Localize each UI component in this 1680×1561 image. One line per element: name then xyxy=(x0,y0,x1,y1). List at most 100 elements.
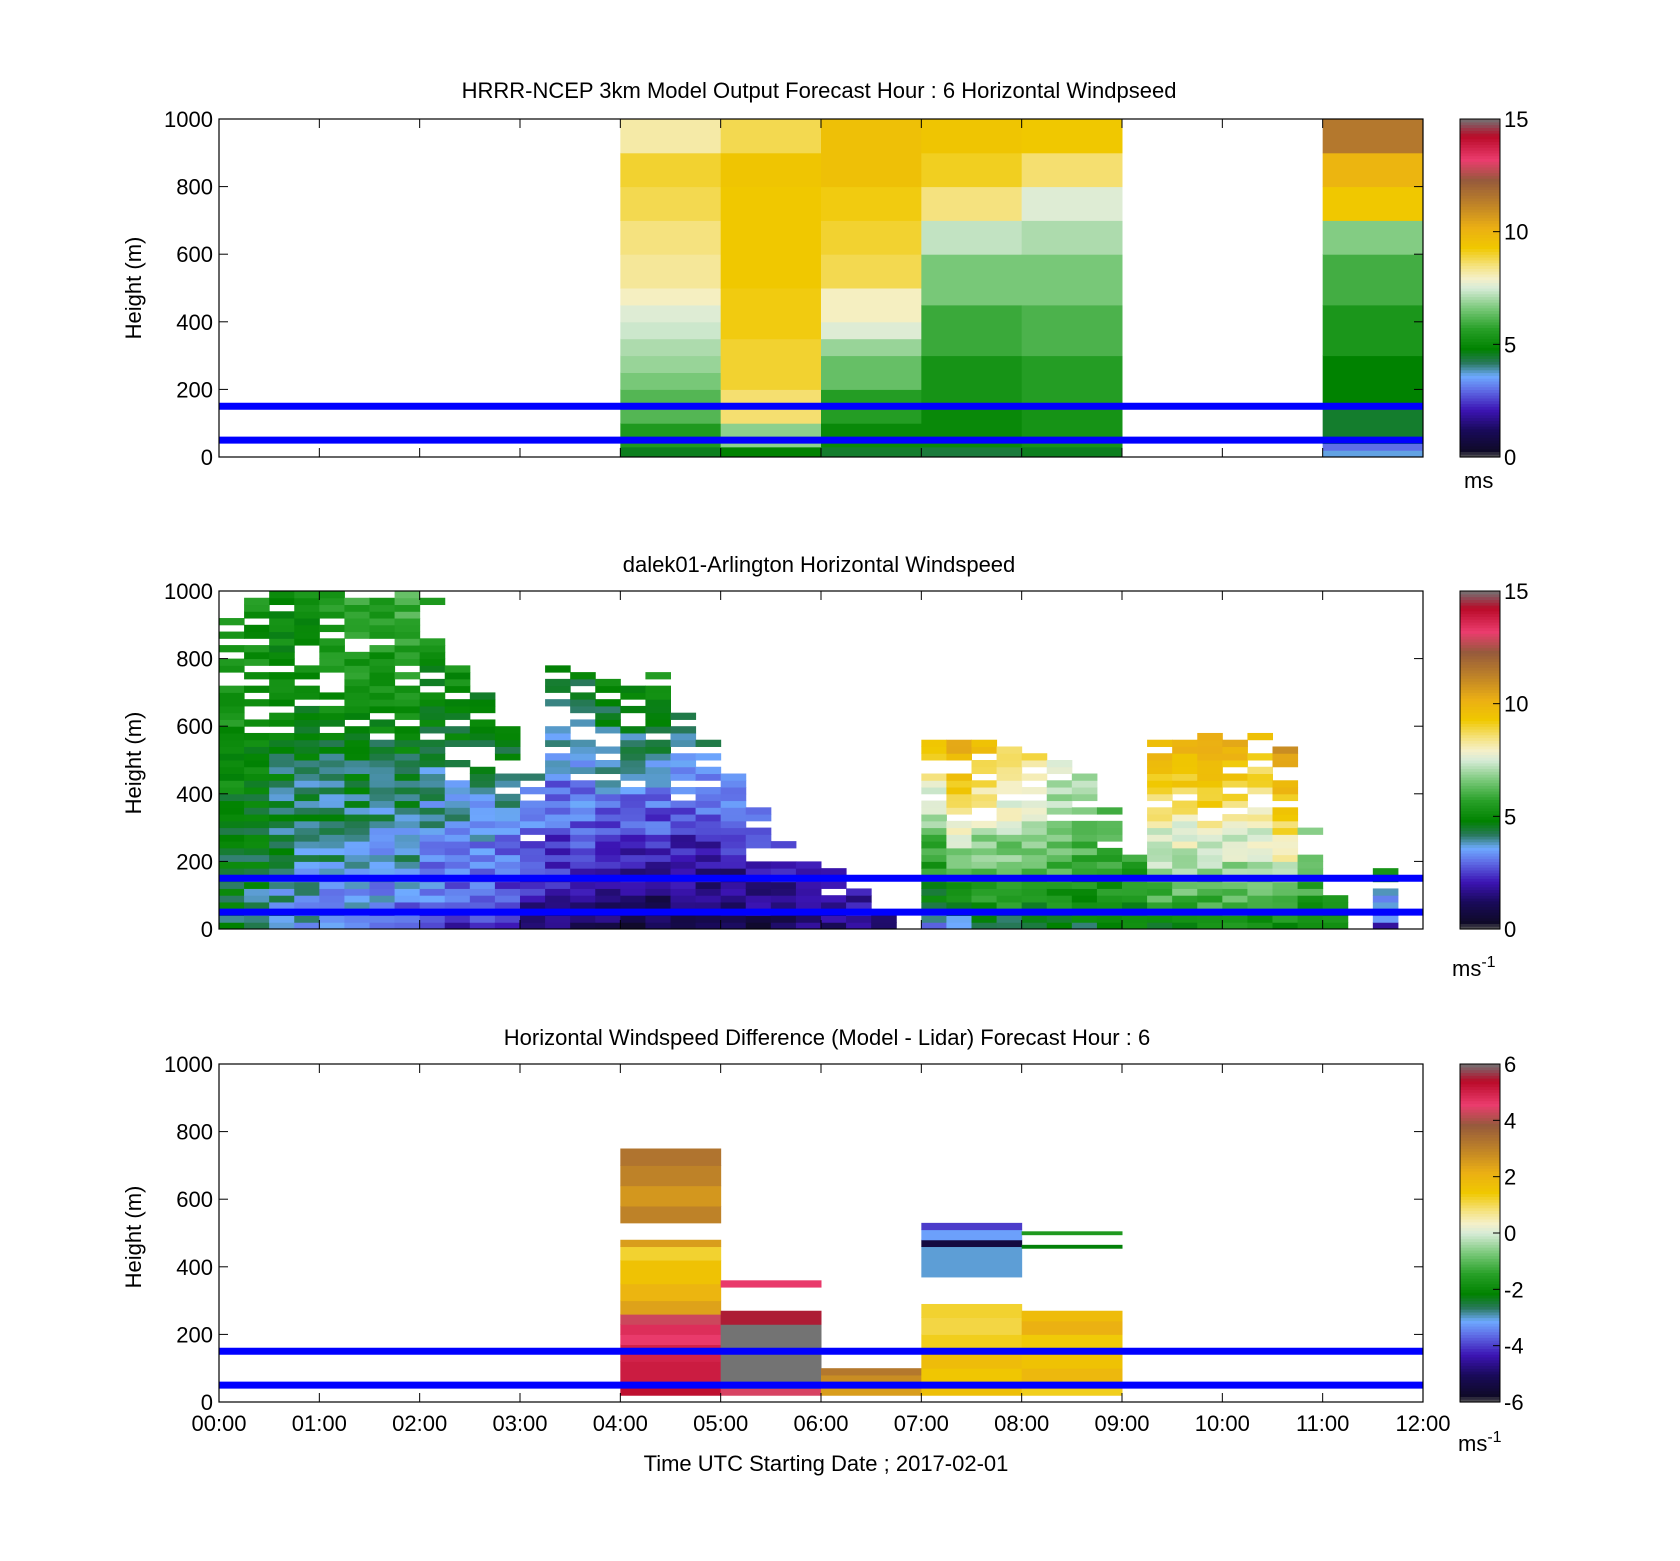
heatmap-cell xyxy=(1046,760,1073,768)
heatmap-cell xyxy=(319,604,345,612)
colorbar-segment xyxy=(1460,1255,1500,1259)
heatmap-cell xyxy=(1172,739,1198,747)
colorbar-segment xyxy=(1460,375,1500,379)
colorbar-segment xyxy=(1460,276,1500,281)
heatmap-cell xyxy=(620,820,646,829)
heatmap-cell xyxy=(219,895,245,903)
heatmap-cell xyxy=(1297,895,1324,903)
heatmap-cell xyxy=(269,922,295,930)
heatmap-cell xyxy=(971,868,998,876)
heatmap-cell xyxy=(1197,922,1223,930)
heatmap-cell xyxy=(996,834,1023,842)
heatmap-cell xyxy=(369,699,396,707)
heatmap-cell xyxy=(269,712,295,720)
heatmap-cell xyxy=(795,915,822,923)
heatmap-cell xyxy=(1021,820,1048,829)
heatmap-cell xyxy=(1071,861,1098,869)
colorbar-tick-label: 5 xyxy=(1504,804,1516,829)
heatmap-cell xyxy=(996,753,1023,761)
heatmap-cell xyxy=(595,780,621,788)
heatmap-cell xyxy=(695,807,722,815)
colorbar-segment xyxy=(1460,383,1500,388)
heatmap-cell xyxy=(219,800,245,808)
colorbar-segment xyxy=(1460,712,1500,716)
heatmap-cell xyxy=(319,597,345,606)
heatmap-cell xyxy=(469,922,496,930)
heatmap-cell xyxy=(620,152,722,188)
heatmap-cell xyxy=(269,888,295,896)
colorbar-segment xyxy=(1460,1393,1500,1397)
heatmap-cell xyxy=(394,638,421,646)
heatmap-cell xyxy=(344,692,370,700)
heatmap-cell xyxy=(469,766,496,775)
heatmap-cell xyxy=(795,861,822,869)
heatmap-cell xyxy=(695,773,722,781)
heatmap-cell xyxy=(1322,443,1424,451)
heatmap-cell xyxy=(219,739,245,747)
heatmap-cell xyxy=(620,1324,722,1335)
heatmap-cell xyxy=(319,814,345,822)
colorbar-segment xyxy=(1460,1233,1500,1237)
colorbar-segment xyxy=(1460,816,1500,820)
heatmap-cell xyxy=(670,773,697,781)
heatmap-cell xyxy=(620,841,646,849)
heatmap-cell xyxy=(1147,814,1173,822)
colorbar-segment xyxy=(1460,386,1500,390)
heatmap-cell xyxy=(269,854,295,862)
heatmap-cell xyxy=(1247,753,1273,761)
heatmap-cell xyxy=(770,841,797,849)
colorbar-segment xyxy=(1460,417,1500,421)
heatmap-cell xyxy=(620,220,722,255)
heatmap-cell xyxy=(294,854,320,862)
heatmap-cell xyxy=(595,726,621,734)
heatmap-cell xyxy=(419,638,446,646)
heatmap-cell xyxy=(871,915,897,923)
colorbar-segment xyxy=(1460,1320,1500,1324)
heatmap-cell xyxy=(319,766,345,775)
heatmap-cell xyxy=(469,787,496,795)
heatmap-cell xyxy=(394,624,421,633)
colorbar-segment xyxy=(1460,1193,1500,1197)
heatmap-cell xyxy=(946,807,972,815)
heatmap-cell xyxy=(469,732,496,741)
heatmap-cell xyxy=(269,678,295,687)
heatmap-cell xyxy=(1197,861,1223,869)
colorbar-segment xyxy=(1460,861,1500,865)
colorbar-segment xyxy=(1460,127,1500,131)
heatmap-cell xyxy=(294,618,320,626)
heatmap-cell xyxy=(369,658,396,666)
colorbar-segment xyxy=(1460,1311,1500,1316)
colorbar-segment xyxy=(1460,254,1500,258)
colorbar-segment xyxy=(1460,875,1500,879)
colorbar-segment xyxy=(1460,855,1500,860)
heatmap-cell xyxy=(821,119,922,188)
heatmap-cell xyxy=(369,760,396,768)
colorbar-segment xyxy=(1460,824,1500,829)
heatmap-cell xyxy=(1372,901,1399,910)
heatmap-cell xyxy=(1021,881,1048,889)
heatmap-cell xyxy=(921,820,947,829)
heatmap-cell xyxy=(620,915,646,923)
heatmap-cell xyxy=(1272,793,1299,802)
heatmap-cell xyxy=(294,881,320,889)
heatmap-cell xyxy=(1197,780,1223,788)
x-tick-label: 00:00 xyxy=(191,1411,246,1436)
heatmap-cell xyxy=(219,807,245,815)
heatmap-cell xyxy=(369,854,396,862)
heatmap-cell xyxy=(921,895,947,903)
y-tick-label: 600 xyxy=(176,1187,213,1212)
heatmap-cell xyxy=(1096,834,1123,842)
colorbar-segment xyxy=(1460,1227,1500,1231)
colorbar-segment xyxy=(1460,686,1500,691)
colorbar-segment xyxy=(1460,1396,1500,1400)
heatmap-cell xyxy=(946,915,972,923)
colorbar-segment xyxy=(1460,223,1500,227)
heatmap-cell xyxy=(344,665,370,673)
colorbar-segment xyxy=(1460,445,1500,450)
colorbar-segment xyxy=(1460,290,1500,295)
heatmap-cell xyxy=(419,597,446,606)
heatmap-cell xyxy=(645,827,671,835)
heatmap-cell xyxy=(319,800,345,808)
heatmap-cell xyxy=(369,868,396,876)
heatmap-cell xyxy=(419,888,446,896)
